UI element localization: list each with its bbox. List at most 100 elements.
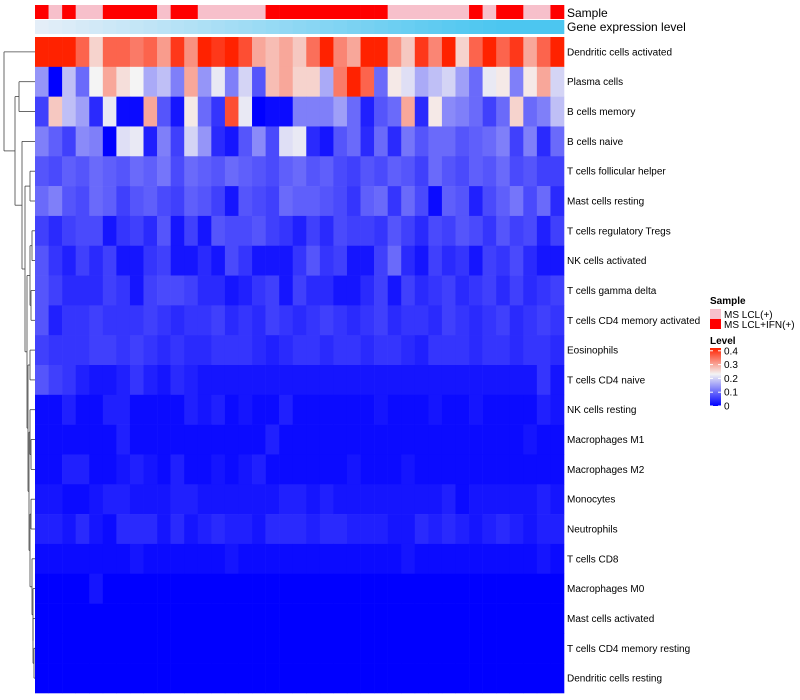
heatmap-cell [496,275,511,306]
gene-expression-annotation-cell [62,20,76,34]
heatmap-cell [441,394,456,425]
gene-expression-annotation-cell [550,20,565,34]
heatmap-cell [550,66,565,97]
heatmap-cell [374,663,388,694]
heatmap-cell [157,365,171,396]
heatmap-cell [319,514,334,545]
heatmap-cell [401,66,416,97]
heatmap-cell [374,215,388,247]
heatmap-cell [224,484,239,515]
heatmap-cell [265,245,280,276]
heatmap-cell [387,424,402,455]
heatmap-cell [157,633,171,664]
heatmap-cell [224,96,239,127]
heatmap-cell [387,454,402,485]
gene-expression-annotation-cell [292,20,307,34]
heatmap-cell [89,305,104,336]
heatmap-cell [62,305,76,336]
heatmap-cell [387,603,402,634]
heatmap-cell [75,394,90,425]
heatmap-cell [279,186,294,217]
heatmap-cell [360,126,375,157]
gene-expression-annotation-cell [306,20,321,34]
heatmap-cell [387,245,402,276]
sample-annotation-cell [279,5,294,19]
heatmap-cell [482,514,497,545]
heatmap-cell [48,514,63,545]
heatmap-cell [129,126,144,157]
heatmap-cell [129,66,144,97]
heatmap-cell [211,275,226,306]
heatmap-cell [536,484,551,515]
heatmap-cell [319,215,334,247]
heatmap-cell [252,663,266,694]
heatmap-cell [292,66,307,97]
heatmap-cell [157,543,171,575]
heatmap-cell [211,573,226,604]
heatmap-cell [523,663,538,694]
heatmap-cell [89,335,104,366]
heatmap-cell [75,126,90,157]
heatmap-cell [48,633,63,664]
heatmap-cell [89,275,104,306]
heatmap-cell [306,484,321,515]
heatmap-cell [170,156,185,187]
heatmap-cell [469,66,483,97]
sample-annotation-cell [89,5,104,19]
heatmap-cell [496,245,511,276]
heatmap-cell [509,305,524,336]
heatmap-cell [48,603,63,634]
heatmap-cell [319,245,334,276]
heatmap-cell [62,335,76,366]
heatmap-cell [428,305,443,336]
heatmap-cell [550,305,565,336]
heatmap-cell [197,66,212,97]
heatmap-cell [252,335,266,366]
heatmap-cell [102,66,117,97]
heatmap-cell [414,66,429,97]
heatmap-cell [170,126,185,157]
heatmap-cell [129,335,144,366]
heatmap-cell [428,186,443,217]
heatmap-cell [496,603,511,634]
heatmap-cell [455,633,470,664]
level-tick-label: 0 [724,402,730,413]
heatmap-cell [469,186,483,217]
heatmap-cell [184,543,199,575]
heatmap-cell [211,603,226,634]
heatmap-cell [401,543,416,575]
heatmap-cell [184,186,199,217]
heatmap-cell [89,245,104,276]
heatmap-cell [265,215,280,247]
heatmap-cell [346,663,361,694]
heatmap-cell [509,335,524,366]
heatmap-cell [170,275,185,306]
heatmap-cell [441,126,456,157]
heatmap-cell [401,514,416,545]
heatmap-cell [143,186,158,217]
heatmap-cell [238,543,253,575]
heatmap-cell [279,484,294,515]
heatmap-cell [35,275,49,306]
heatmap-cell [523,126,538,157]
gene-expression-annotation-cell [333,20,348,34]
heatmap-cell [414,96,429,127]
heatmap-cell [346,394,361,425]
heatmap-cell [401,186,416,217]
heatmap-cell [116,37,131,68]
heatmap-cell [143,156,158,187]
heatmap-cell [482,365,497,396]
heatmap-cell [211,335,226,366]
heatmap-cell [455,365,470,396]
heatmap-cell [157,454,171,485]
heatmap-cell [346,543,361,575]
heatmap-cell [252,633,266,664]
row-label: NK cells activated [567,256,646,267]
gene-expression-annotation-label: Gene expression level [567,20,686,34]
heatmap-cell [102,365,117,396]
heatmap-cell [306,543,321,575]
heatmap-cell [89,543,104,575]
heatmap-cell [509,37,524,68]
heatmap-cell [509,215,524,247]
